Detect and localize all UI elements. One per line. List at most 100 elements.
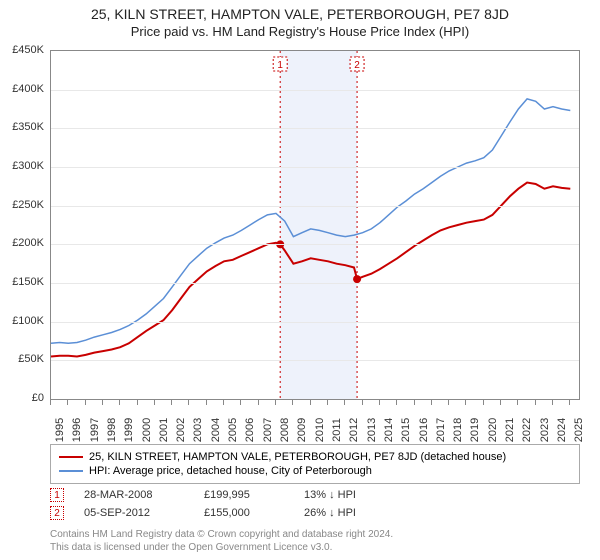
x-tick-label: 1995 (54, 418, 66, 442)
legend-label: HPI: Average price, detached house, City… (89, 465, 372, 477)
sale-date: 05-SEP-2012 (84, 507, 184, 519)
footer-line2: This data is licensed under the Open Gov… (50, 541, 393, 554)
x-tickmark (327, 400, 328, 405)
x-tickmark (310, 400, 311, 405)
y-tick-label: £50K (18, 353, 44, 365)
y-tick-label: £150K (12, 276, 44, 288)
gridline (51, 206, 579, 207)
sale-price: £199,995 (204, 489, 284, 501)
x-tickmark (500, 400, 501, 405)
sale-date: 28-MAR-2008 (84, 489, 184, 501)
sale-diff: 13% ↓ HPI (304, 489, 414, 501)
gridline (51, 322, 579, 323)
y-tick-label: £200K (12, 237, 44, 249)
gridline (51, 128, 579, 129)
sale-band (280, 51, 357, 399)
y-tick-label: £100K (12, 315, 44, 327)
x-tickmark (223, 400, 224, 405)
x-tickmark (292, 400, 293, 405)
legend-swatch (59, 470, 83, 472)
gridline (51, 360, 579, 361)
x-tickmark (240, 400, 241, 405)
x-tickmark (171, 400, 172, 405)
sale-marker-number: 2 (354, 60, 360, 71)
x-tick-label: 2025 (573, 418, 585, 442)
x-tick-label: 2015 (400, 418, 412, 442)
x-tickmark (102, 400, 103, 405)
x-tickmark (431, 400, 432, 405)
x-tick-label: 2018 (452, 418, 464, 442)
y-tick-label: £300K (12, 160, 44, 172)
x-tick-label: 2017 (435, 418, 447, 442)
y-tick-label: £350K (12, 121, 44, 133)
legend-item: HPI: Average price, detached house, City… (59, 464, 571, 478)
sale-row: 1 28-MAR-2008 £199,995 13% ↓ HPI (50, 486, 414, 504)
x-tick-label: 2004 (210, 418, 222, 442)
x-tick-label: 1998 (106, 418, 118, 442)
x-tick-label: 2024 (556, 418, 568, 442)
x-tick-label: 2002 (175, 418, 187, 442)
x-tickmark (206, 400, 207, 405)
x-tick-label: 2009 (296, 418, 308, 442)
sale-marker-icon: 1 (50, 488, 64, 502)
x-tick-label: 2013 (366, 418, 378, 442)
chart-container: 25, KILN STREET, HAMPTON VALE, PETERBORO… (0, 0, 600, 560)
gridline (51, 244, 579, 245)
x-tickmark (85, 400, 86, 405)
gridline (51, 167, 579, 168)
x-tick-label: 1999 (123, 418, 135, 442)
x-tick-label: 2014 (383, 418, 395, 442)
legend-swatch (59, 456, 83, 458)
x-tickmark (137, 400, 138, 405)
gridline (51, 283, 579, 284)
x-tickmark (275, 400, 276, 405)
x-tick-label: 1997 (89, 418, 101, 442)
x-tickmark (483, 400, 484, 405)
x-tick-label: 2001 (158, 418, 170, 442)
x-tickmark (535, 400, 536, 405)
x-tick-label: 2012 (348, 418, 360, 442)
x-tickmark (258, 400, 259, 405)
y-axis: £0£50K£100K£150K£200K£250K£300K£350K£400… (0, 50, 48, 400)
x-tick-label: 1996 (71, 418, 83, 442)
x-tick-label: 2005 (227, 418, 239, 442)
x-tick-label: 2006 (244, 418, 256, 442)
legend: 25, KILN STREET, HAMPTON VALE, PETERBORO… (50, 444, 580, 484)
x-tickmark (119, 400, 120, 405)
sale-price: £155,000 (204, 507, 284, 519)
sale-marker-number: 1 (277, 60, 283, 71)
x-tick-label: 2022 (521, 418, 533, 442)
x-tick-label: 2003 (192, 418, 204, 442)
y-tick-label: £0 (32, 392, 44, 404)
x-tickmark (362, 400, 363, 405)
x-tickmark (552, 400, 553, 405)
x-tickmark (465, 400, 466, 405)
plot-area: 12 (50, 50, 580, 400)
x-tick-label: 2000 (141, 418, 153, 442)
x-tick-label: 2008 (279, 418, 291, 442)
sales-table: 128-MAR-2008£199,99513% ↓ HPI205-SEP-201… (50, 486, 414, 522)
x-tickmark (569, 400, 570, 405)
x-tickmark (448, 400, 449, 405)
y-tick-label: £250K (12, 199, 44, 211)
x-tick-label: 2016 (418, 418, 430, 442)
sale-row: 205-SEP-2012£155,00026% ↓ HPI (50, 504, 414, 522)
x-tick-label: 2019 (469, 418, 481, 442)
y-tick-label: £400K (12, 83, 44, 95)
chart-title: 25, KILN STREET, HAMPTON VALE, PETERBORO… (0, 0, 600, 22)
x-tickmark (344, 400, 345, 405)
x-tick-label: 2011 (331, 418, 343, 442)
footer-line1: Contains HM Land Registry data © Crown c… (50, 528, 393, 541)
x-tickmark (154, 400, 155, 405)
plot-svg: 12 (51, 51, 579, 399)
x-tick-label: 2023 (539, 418, 551, 442)
x-tick-label: 2021 (504, 418, 516, 442)
gridline (51, 90, 579, 91)
legend-item: 25, KILN STREET, HAMPTON VALE, PETERBORO… (59, 450, 571, 464)
x-tickmark (188, 400, 189, 405)
x-tick-label: 2007 (262, 418, 274, 442)
x-tickmark (396, 400, 397, 405)
sale-diff: 26% ↓ HPI (304, 507, 414, 519)
x-tick-label: 2010 (314, 418, 326, 442)
x-tickmark (67, 400, 68, 405)
